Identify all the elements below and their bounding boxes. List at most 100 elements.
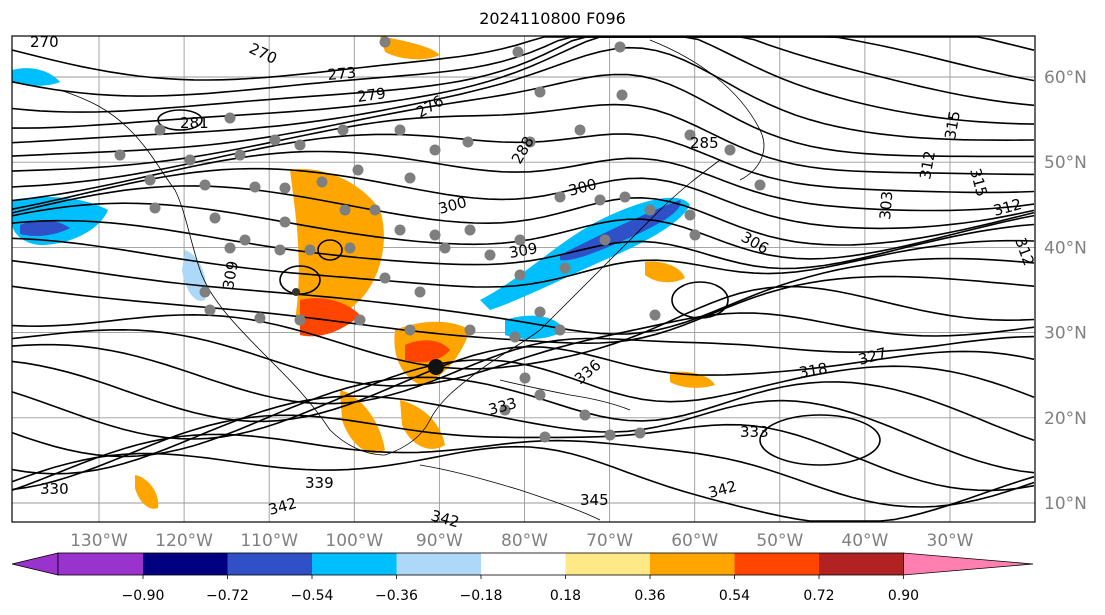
colorbar-tick-label: 0.72 [803, 588, 834, 604]
contour-value-label: 312 [916, 149, 939, 180]
station-dot [534, 86, 546, 98]
contour-value-label: 279 [356, 84, 387, 106]
contour-value-label: 285 [690, 134, 719, 152]
station-dot [339, 204, 351, 216]
station-dot [574, 124, 586, 136]
longitude-label: 130°W [70, 531, 128, 551]
colorbar [11, 552, 1034, 576]
contour-line [11, 257, 1035, 335]
colorbar-segment [227, 553, 312, 575]
station-dot [379, 272, 391, 284]
contour-line [11, 414, 1035, 492]
station-dot [414, 286, 426, 298]
colorbar-tick-label: 0.36 [634, 588, 665, 604]
latitude-label: 50°N [1044, 153, 1087, 173]
contour-line [11, 395, 1035, 475]
station-dot [519, 372, 531, 384]
longitude-label: 110°W [240, 531, 298, 551]
longitude-labels: 130°W 120°W 110°W 100°W 90°W 80°W 70°W 60°W 50°W… [70, 531, 974, 551]
station-dot [649, 309, 661, 321]
station-dot [684, 129, 696, 141]
contour-line [11, 185, 1035, 246]
contour-line [11, 133, 1035, 194]
contour-line [11, 445, 1035, 522]
colorbar-segment [312, 553, 397, 575]
station-dot [579, 409, 591, 421]
station-dot [204, 304, 216, 316]
contour-line [11, 359, 1035, 440]
contour-value-label: 273 [327, 64, 357, 84]
contour-line [11, 237, 1035, 288]
latitude-label: 60°N [1044, 68, 1087, 88]
contour-line [11, 46, 1035, 144]
station-dot [534, 306, 546, 318]
negative-region-west [182, 250, 207, 301]
coastlines [59, 39, 765, 521]
contour-loop [671, 281, 729, 319]
colorbar-tick-label: −0.36 [375, 588, 418, 604]
colorbar-extend-min [11, 552, 59, 576]
station-dot [294, 314, 306, 326]
colorbar-tick-label: −0.54 [291, 588, 334, 604]
contour-loop [317, 239, 343, 261]
positive-region-yucatan [400, 400, 445, 449]
colorbar-segment [565, 553, 650, 575]
contour-line [11, 167, 1035, 230]
colorbar-tick-label: 0.18 [550, 588, 581, 604]
longitude-label: 70°W [586, 531, 633, 551]
station-dot [604, 429, 616, 441]
station-dot [184, 154, 196, 166]
positive-region-east-pacific [135, 475, 159, 509]
station-dot [724, 144, 736, 156]
station-dot [619, 191, 631, 203]
contour-loop [279, 265, 321, 295]
positive-region-caribbean [670, 371, 715, 388]
station-dot [539, 431, 551, 443]
hurricane-marker [428, 359, 444, 375]
station-dot [512, 46, 524, 58]
station-dot [279, 182, 291, 194]
contour-value-label: 333 [740, 423, 769, 441]
contour-value-label: 345 [580, 491, 609, 509]
contour-value-label: 330 [40, 480, 69, 498]
station-dot [304, 244, 316, 256]
positive-region-north [380, 36, 440, 60]
colorbar-tick-label: −0.72 [206, 588, 249, 604]
station-dot [274, 244, 286, 256]
contour-loop [759, 414, 881, 466]
contour-value-label: 270 [30, 33, 59, 51]
station-dot [534, 389, 546, 401]
station-dot [614, 41, 626, 53]
contour-value-label: 309 [219, 259, 242, 290]
colorbar-tick-label: 0.90 [888, 588, 919, 604]
station-dot [149, 202, 161, 214]
contour-line [11, 312, 1035, 387]
station-dot [684, 209, 696, 221]
contour-value-label: 309 [508, 239, 539, 262]
negative-region-nw [12, 68, 60, 86]
station-dot [199, 179, 211, 191]
contour-line [11, 219, 1035, 270]
positive-region-plains-core [300, 298, 360, 337]
station-dot [754, 179, 766, 191]
colorbar-extend-max [903, 552, 1034, 576]
station-dot [254, 312, 266, 324]
station-dot [462, 136, 474, 148]
station-markers [114, 36, 766, 443]
longitude-label: 40°W [841, 531, 888, 551]
station-dot [484, 249, 496, 261]
colorbar-segment [481, 553, 566, 575]
contour-line [11, 150, 1035, 212]
map-border [11, 35, 1036, 523]
longitude-label: 30°W [927, 531, 974, 551]
station-dot [352, 164, 364, 176]
colorbar-segment [143, 553, 228, 575]
station-dot [514, 234, 526, 246]
station-dot [514, 269, 526, 281]
station-dot [379, 36, 391, 48]
station-dot [279, 216, 291, 228]
station-dot [224, 242, 236, 254]
station-dot [644, 204, 656, 216]
contour-line [11, 103, 1035, 176]
colorbar-tick-label: 0.54 [719, 588, 750, 604]
